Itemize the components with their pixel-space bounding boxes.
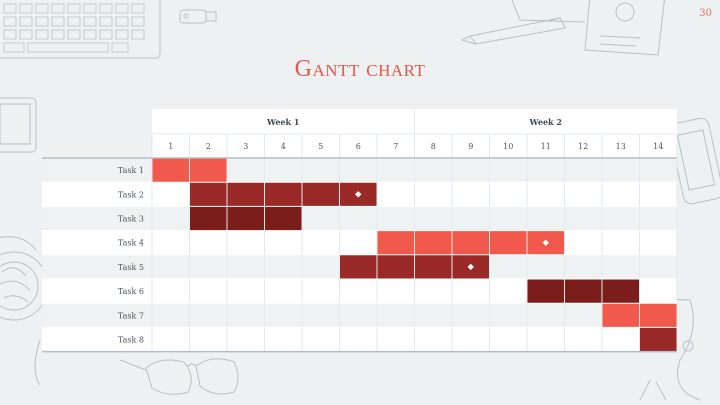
task-bar-cell: [264, 206, 302, 231]
task-bar-cell: [189, 182, 227, 207]
day-tick-label: 11: [541, 142, 551, 151]
day-tick-label: 12: [578, 142, 588, 151]
day-tick-label: 3: [243, 142, 248, 151]
week-label: Week 2: [529, 117, 562, 127]
task-bar-cell: [414, 254, 452, 279]
task-label: Task 3: [118, 215, 144, 224]
usb-stick-doodle-icon: [179, 9, 217, 24]
day-tick-label: 9: [468, 142, 473, 151]
task-bar-cell: [227, 182, 265, 207]
task-bar-cell: [189, 158, 227, 183]
week-label: Week 1: [266, 117, 299, 127]
task-bar-cell: [602, 279, 640, 304]
milestone-diamond-icon: [355, 191, 362, 198]
task-bar-cell: [189, 206, 227, 231]
table-row-background: [42, 158, 677, 183]
task-bar-cell: [339, 254, 377, 279]
day-tick-label: 5: [318, 142, 323, 151]
day-tick-label: 7: [393, 142, 398, 151]
day-tick-label: 6: [356, 142, 361, 151]
task-bar-cell: [639, 327, 677, 352]
tablet-doodle-icon: [0, 97, 37, 153]
task-bar-cell: [639, 303, 677, 328]
glasses-doodle-icon: [119, 358, 239, 395]
milestone-diamond-icon: [542, 239, 549, 246]
task-bar-cell: [377, 230, 415, 255]
task-bar-cell: [152, 158, 190, 183]
table-row-background: [42, 230, 677, 255]
task-bar-cell: [527, 279, 565, 304]
table-row-background: [42, 206, 677, 231]
task-bar-cell: [377, 254, 415, 279]
task-bar-cell: [489, 230, 527, 255]
task-bar-cell: [302, 182, 340, 207]
task-bar-cell: [414, 230, 452, 255]
task-label: Task 6: [118, 287, 144, 296]
task-bar-cell: [602, 303, 640, 328]
day-tick-label: 2: [206, 142, 211, 151]
day-tick-label: 8: [431, 142, 436, 151]
day-tick-label: 13: [616, 142, 626, 151]
task-bar-cell: [452, 230, 490, 255]
day-tick-label: 14: [653, 142, 663, 151]
task-label: Task 2: [118, 190, 144, 199]
task-label: Task 5: [118, 263, 144, 272]
milestone-diamond-icon: [467, 263, 474, 271]
task-bar-cell: [227, 206, 265, 231]
task-label: Task 1: [118, 166, 144, 175]
day-tick-label: 4: [281, 142, 286, 151]
page-number: 30: [699, 8, 712, 19]
task-label: Task 4: [118, 239, 144, 248]
task-label: Task 8: [118, 336, 144, 345]
table-row-background: [42, 303, 677, 328]
notebook-doodle-icon: [511, 0, 665, 56]
day-tick-label: 10: [503, 142, 513, 151]
keyboard-doodle-icon: [0, 0, 161, 59]
day-tick-label: 1: [168, 142, 173, 151]
page-title: Gantt chart: [294, 56, 426, 82]
task-bar-cell: [564, 279, 602, 304]
table-row-background: [42, 327, 677, 352]
task-bar-cell: [264, 182, 302, 207]
task-label: Task 7: [118, 311, 144, 320]
